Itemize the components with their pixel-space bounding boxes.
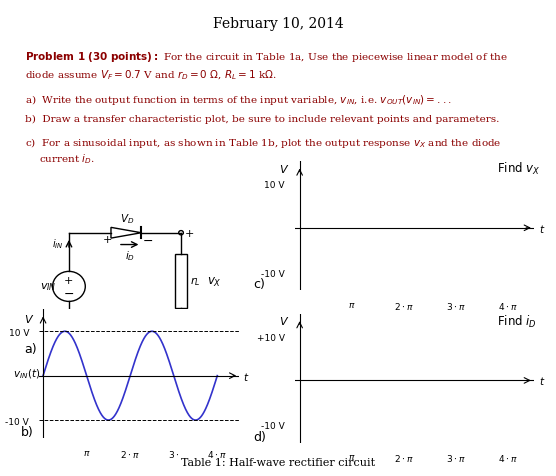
Text: $-$: $-$ [63, 286, 75, 299]
Text: +: + [103, 235, 112, 245]
Bar [175, 255, 187, 308]
Text: $V$: $V$ [280, 162, 290, 175]
Text: $v_{IN}(t)$: $v_{IN}(t)$ [13, 367, 40, 380]
Text: $i_{IN}$: $i_{IN}$ [52, 237, 63, 251]
Text: Table 1: Half-wave rectifier circuit: Table 1: Half-wave rectifier circuit [181, 457, 375, 467]
Text: February 10, 2014: February 10, 2014 [212, 17, 344, 30]
Text: current $i_D$.: current $i_D$. [39, 152, 95, 166]
Text: a): a) [24, 342, 37, 355]
Text: $\mathbf{Problem\ 1\ (30\ points):}$ For the circuit in Table 1a, Use the piecew: $\mathbf{Problem\ 1\ (30\ points):}$ For… [25, 50, 508, 64]
Text: $-$: $-$ [185, 327, 196, 339]
Text: Find $v_X$: Find $v_X$ [498, 160, 541, 177]
Text: $t$: $t$ [244, 370, 250, 382]
Text: diode assume $V_F = 0.7$ V and $r_D = 0\ \Omega$, $R_L = 1$ k$\Omega$.: diode assume $V_F = 0.7$ V and $r_D = 0\… [25, 68, 277, 82]
Text: $v_{IN}$: $v_{IN}$ [39, 281, 56, 293]
Text: c): c) [253, 278, 265, 290]
Text: +: + [64, 276, 73, 286]
Text: a)  Write the output function in terms of the input variable, $v_{IN}$, i.e. $v_: a) Write the output function in terms of… [25, 93, 451, 107]
Text: $V$: $V$ [24, 312, 35, 324]
Text: $v_X$: $v_X$ [207, 275, 221, 288]
Text: c)  For a sinusoidal input, as shown in Table 1b, plot the output response $v_X$: c) For a sinusoidal input, as shown in T… [25, 136, 502, 149]
Text: $i_D$: $i_D$ [125, 248, 135, 262]
Text: $r_L$: $r_L$ [190, 275, 201, 288]
Text: $t$: $t$ [539, 222, 545, 234]
Text: Find $i_D$: Find $i_D$ [498, 313, 537, 329]
Text: b): b) [21, 425, 34, 438]
Text: b)  Draw a transfer characteristic plot, be sure to include relevant points and : b) Draw a transfer characteristic plot, … [25, 114, 499, 123]
Text: d): d) [253, 430, 266, 443]
Text: $V$: $V$ [280, 315, 290, 327]
Text: $t$: $t$ [539, 375, 545, 387]
Text: $-$: $-$ [142, 233, 153, 246]
Text: +: + [185, 228, 194, 238]
Text: $V_D$: $V_D$ [120, 212, 135, 226]
